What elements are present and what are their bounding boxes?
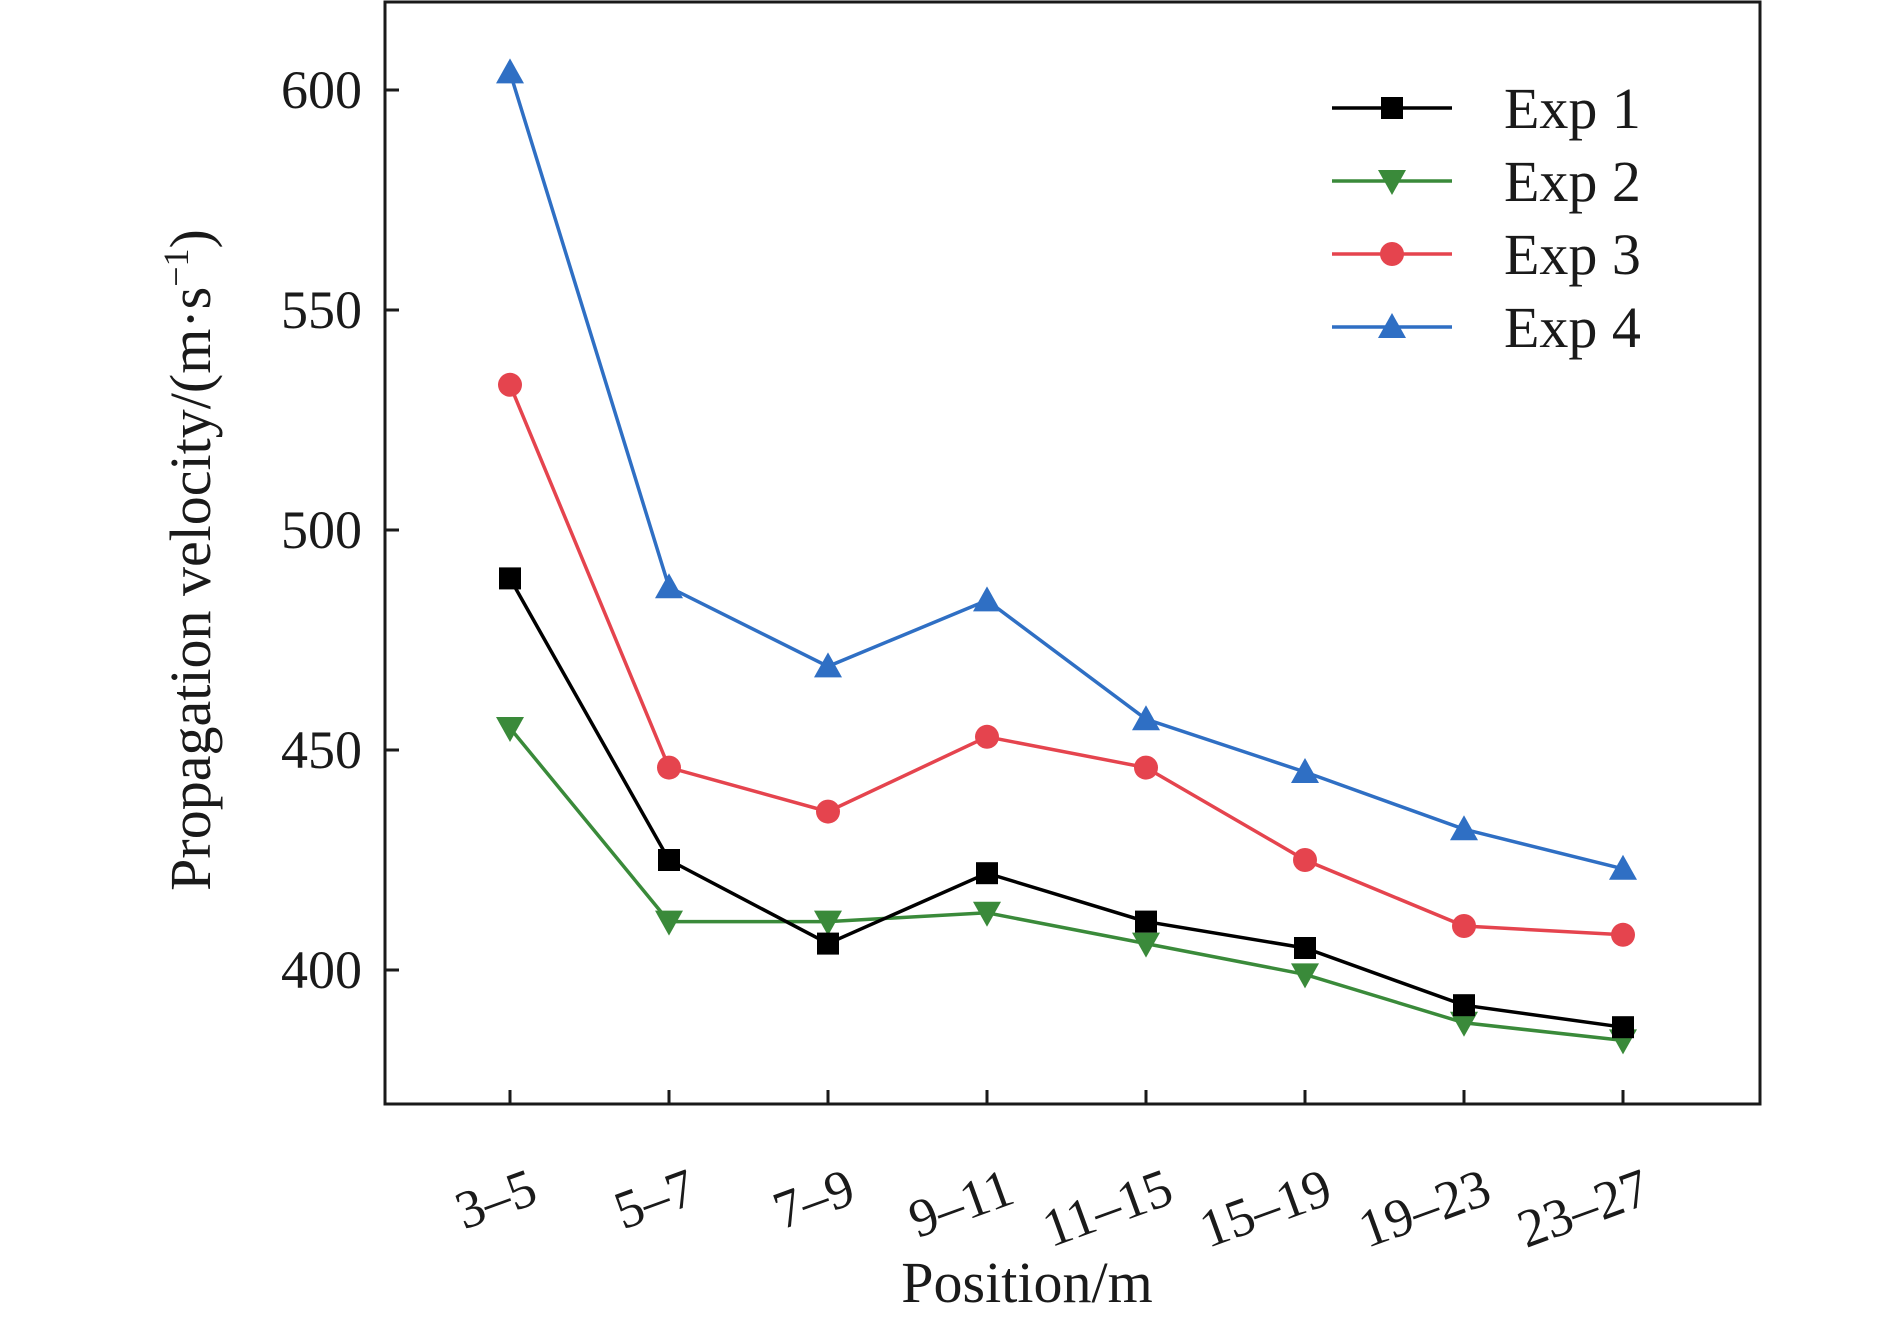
x-tick-label: 5–7	[606, 1157, 703, 1241]
data-point-exp-4	[496, 58, 524, 84]
legend-marker-exp-3	[1380, 242, 1404, 266]
y-axis-label: Propagation velocity/(m·s−1)	[156, 229, 223, 891]
data-point-exp-2	[1132, 932, 1160, 958]
legend-label-exp-3: Exp 3	[1504, 222, 1641, 287]
y-axis-label-main: Propagation velocity/(m·s	[158, 287, 223, 891]
data-point-exp-4	[1450, 815, 1478, 841]
y-tick-label: 400	[281, 940, 362, 1000]
series-layer	[496, 58, 1637, 1055]
data-point-exp-1	[1453, 994, 1475, 1017]
series-exp-1	[499, 567, 1634, 1039]
data-point-exp-4	[814, 652, 842, 678]
x-tick-label: 11–15	[1035, 1157, 1181, 1259]
data-point-exp-4	[973, 586, 1001, 612]
data-point-exp-4	[655, 573, 683, 599]
data-point-exp-1	[1135, 910, 1157, 933]
y-tick-label: 600	[281, 60, 362, 120]
series-line-exp-1	[508, 577, 1624, 1029]
plot-area-frame	[383, 0, 1762, 1106]
y-tick-label: 550	[281, 280, 362, 340]
data-point-exp-2	[973, 901, 1001, 927]
data-point-exp-1	[658, 849, 680, 871]
data-point-exp-3	[1134, 755, 1158, 780]
data-point-exp-3	[1611, 922, 1635, 947]
x-tick-label: 15–19	[1192, 1157, 1339, 1260]
data-point-exp-3	[1452, 914, 1476, 938]
legend-item-exp-4: Exp 4	[1332, 295, 1641, 360]
data-point-exp-1	[976, 862, 998, 885]
data-point-exp-2	[1291, 963, 1319, 989]
series-exp-4	[496, 58, 1637, 880]
data-point-exp-1	[1612, 1016, 1634, 1039]
legend-label-exp-2: Exp 2	[1504, 149, 1641, 214]
x-tick-label: 9–11	[901, 1157, 1021, 1250]
data-point-exp-2	[655, 910, 683, 936]
legend-item-exp-1: Exp 1	[1332, 76, 1641, 141]
legend-marker-exp-1	[1381, 97, 1403, 119]
data-point-exp-3	[1293, 848, 1317, 872]
legend-marker-exp-4	[1378, 313, 1406, 338]
series-line-exp-2	[508, 726, 1624, 1043]
x-axis-label: Position/m	[901, 1250, 1152, 1315]
y-axis-label-superscript: −1	[156, 248, 196, 286]
data-point-exp-1	[1294, 937, 1316, 959]
data-point-exp-4	[1609, 854, 1637, 880]
x-tick-label: 23–27	[1510, 1157, 1657, 1260]
legend-label-exp-4: Exp 4	[1504, 295, 1641, 360]
data-point-exp-2	[1450, 1011, 1478, 1037]
data-point-exp-3	[816, 799, 840, 824]
series-exp-3	[498, 372, 1635, 947]
legend-item-exp-2: Exp 2	[1332, 149, 1641, 214]
y-axis: 400 450 500 550 600	[281, 60, 399, 1000]
data-point-exp-3	[975, 724, 999, 749]
x-tick-label: 19–23	[1351, 1157, 1498, 1260]
series-line-exp-4	[508, 71, 1624, 871]
data-point-exp-4	[1132, 705, 1160, 731]
data-point-exp-3	[498, 372, 522, 397]
y-tick-label: 450	[281, 720, 362, 780]
data-point-exp-3	[657, 755, 681, 780]
legend-marker-exp-2	[1378, 170, 1406, 195]
y-axis-label-close: )	[158, 229, 223, 248]
legend-label-exp-1: Exp 1	[1504, 76, 1641, 141]
legend: Exp 1 Exp 2 Exp 3 Exp 4	[1332, 76, 1641, 360]
data-point-exp-2	[814, 910, 842, 936]
series-exp-2	[496, 717, 1637, 1055]
data-point-exp-1	[817, 932, 839, 955]
series-line-exp-3	[508, 384, 1624, 937]
y-tick-label: 500	[281, 500, 362, 560]
x-axis: 3–5 5–7 7–9 9–11 11–15 15–19 19–23 23–27	[447, 1090, 1657, 1259]
data-point-exp-1	[499, 567, 521, 590]
x-tick-label: 7–9	[765, 1157, 862, 1241]
data-point-exp-4	[1291, 758, 1319, 783]
data-point-exp-2	[496, 717, 524, 742]
legend-item-exp-3: Exp 3	[1332, 222, 1641, 287]
x-tick-label: 3–5	[447, 1157, 544, 1241]
